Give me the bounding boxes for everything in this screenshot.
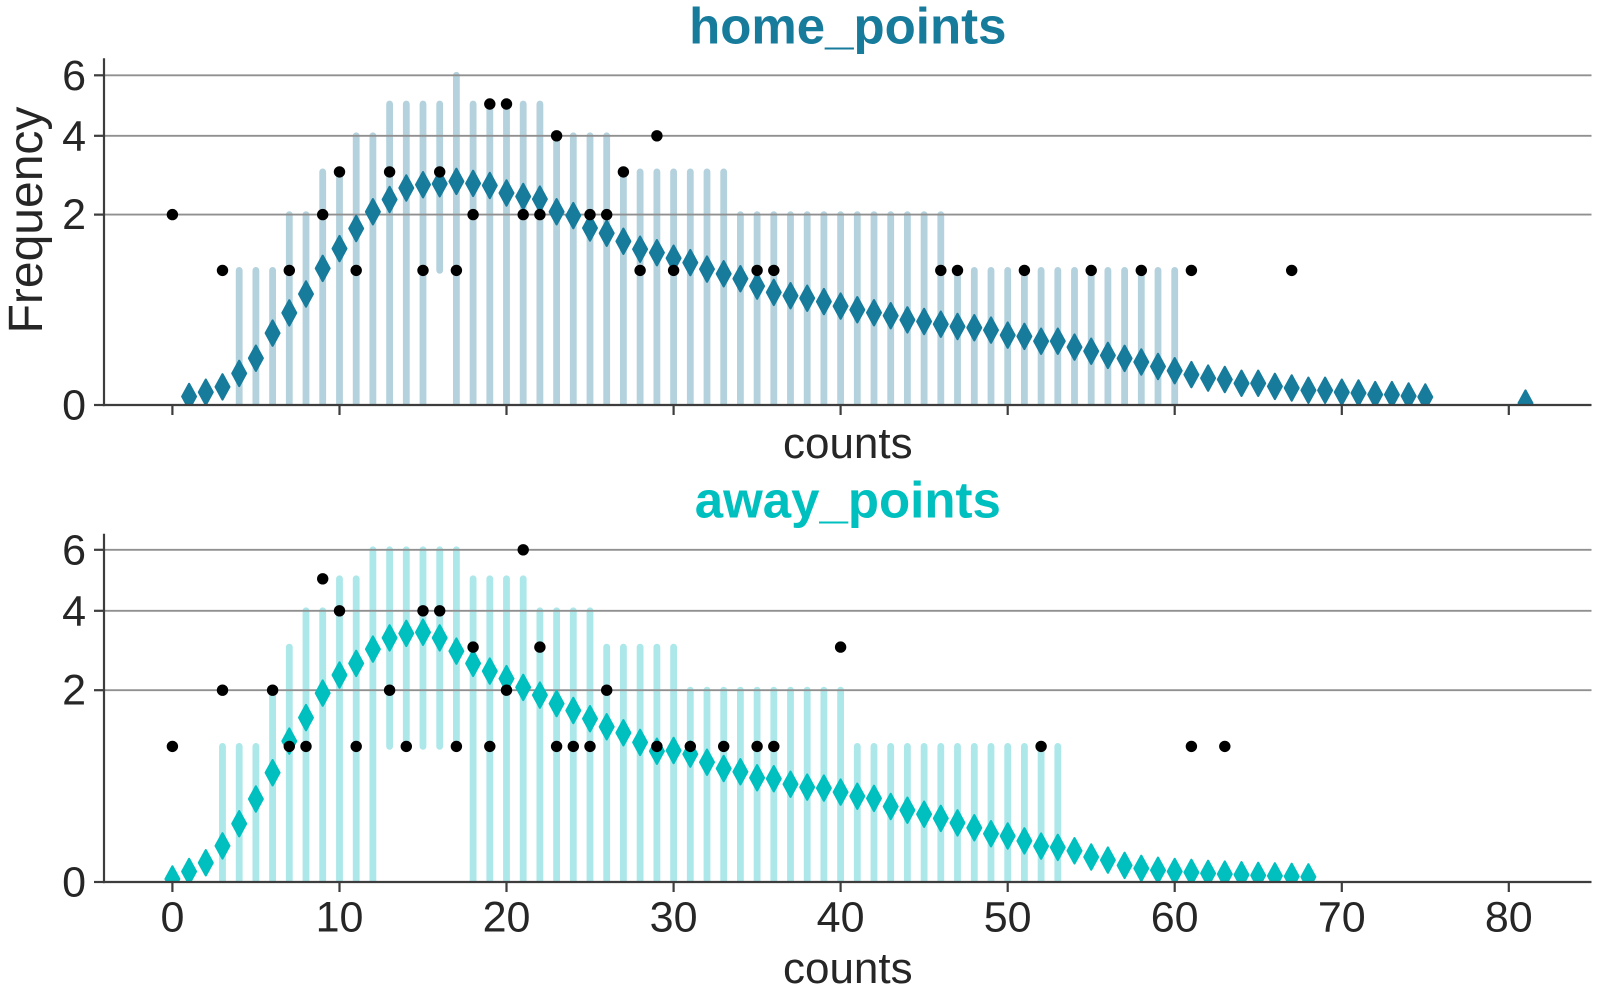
svg-text:home_points: home_points xyxy=(689,0,1006,55)
svg-text:counts: counts xyxy=(783,419,913,468)
svg-text:6: 6 xyxy=(62,526,86,574)
svg-text:0: 0 xyxy=(160,894,184,942)
svg-text:4: 4 xyxy=(62,587,86,635)
svg-text:20: 20 xyxy=(483,894,531,942)
svg-text:0: 0 xyxy=(62,859,86,907)
svg-text:80: 80 xyxy=(1485,894,1533,942)
svg-text:0: 0 xyxy=(62,382,86,430)
svg-text:50: 50 xyxy=(984,894,1032,942)
svg-text:counts: counts xyxy=(783,944,913,993)
svg-text:30: 30 xyxy=(650,894,698,942)
svg-text:60: 60 xyxy=(1151,894,1199,942)
svg-text:40: 40 xyxy=(817,894,865,942)
svg-text:2: 2 xyxy=(62,667,86,715)
svg-text:10: 10 xyxy=(316,894,364,942)
svg-text:away_points: away_points xyxy=(695,472,1001,529)
svg-text:Frequency: Frequency xyxy=(0,107,53,334)
svg-text:6: 6 xyxy=(62,52,86,100)
svg-text:70: 70 xyxy=(1318,894,1366,942)
svg-text:4: 4 xyxy=(62,112,86,160)
svg-text:2: 2 xyxy=(62,191,86,239)
